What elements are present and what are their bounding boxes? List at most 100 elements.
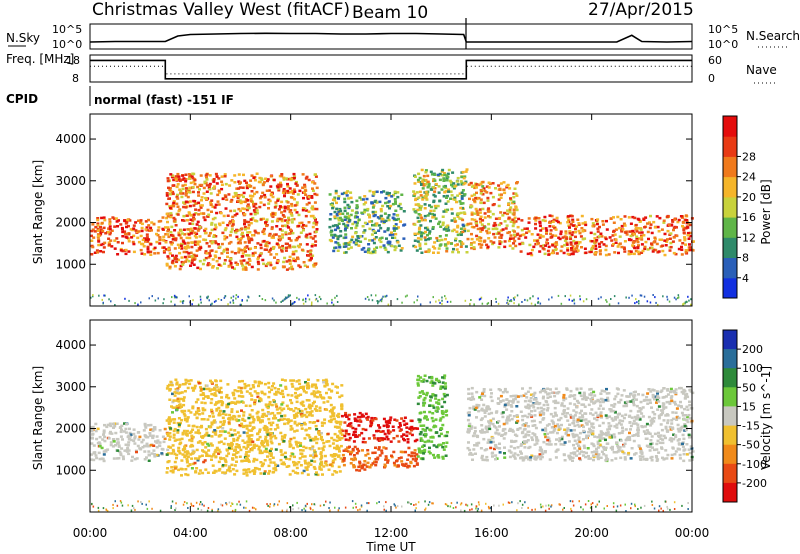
- echo-cell: [573, 298, 575, 301]
- echo-cell: [290, 382, 294, 386]
- echo-cell: [212, 471, 216, 474]
- echo-cell: [313, 182, 317, 185]
- echo-cell: [387, 218, 391, 222]
- echo-cell: [300, 471, 304, 475]
- echo-cell: [126, 218, 130, 222]
- echo-cell: [522, 233, 526, 236]
- echo-cell: [512, 211, 516, 214]
- echo-cell: [416, 216, 420, 220]
- echo-cell: [178, 383, 182, 387]
- echo-cell: [182, 240, 186, 244]
- echo-cell: [213, 386, 216, 390]
- echo-cell: [419, 437, 423, 440]
- nave-tick-high: 60: [708, 54, 722, 67]
- echo-cell: [109, 443, 113, 447]
- echo-cell: [158, 238, 162, 242]
- echo-cell: [427, 185, 431, 188]
- echo-cell: [185, 457, 189, 461]
- echo-cell: [549, 232, 553, 236]
- echo-cell: [161, 227, 165, 231]
- echo-cell: [268, 199, 272, 203]
- echo-cell: [416, 237, 420, 240]
- echo-cell: [640, 243, 644, 246]
- echo-cell: [629, 409, 633, 413]
- echo-cell: [313, 452, 317, 455]
- echo-cell: [567, 224, 571, 227]
- echo-cell: [308, 232, 312, 236]
- echo-cell: [208, 254, 212, 257]
- echo-cell: [633, 216, 637, 220]
- echo-cell: [358, 469, 362, 472]
- echo-cell: [163, 437, 167, 440]
- echo-cell: [145, 442, 149, 446]
- echo-cell: [230, 408, 234, 411]
- echo-cell: [671, 219, 675, 222]
- echo-cell: [441, 302, 443, 305]
- echo-cell: [245, 427, 249, 430]
- echo-cell: [380, 191, 383, 194]
- echo-cell: [187, 233, 191, 236]
- echo-cell: [174, 254, 178, 258]
- echo-cell: [515, 233, 519, 237]
- echo-cell: [479, 189, 483, 192]
- echo-cell: [320, 456, 324, 459]
- echo-cell: [416, 455, 420, 458]
- echo-cell: [181, 174, 185, 177]
- echo-cell: [214, 226, 218, 229]
- echo-cell: [291, 452, 295, 456]
- echo-cell: [271, 456, 275, 459]
- echo-cell: [253, 443, 256, 446]
- echo-cell: [284, 296, 287, 299]
- echo-cell: [273, 414, 277, 417]
- echo-cell: [276, 197, 280, 201]
- echo-cell: [688, 243, 691, 246]
- echo-cell: [297, 245, 301, 249]
- echo-cell: [138, 447, 142, 450]
- echo-cell: [235, 263, 239, 266]
- echo-cell: [302, 196, 305, 200]
- echo-cell: [669, 224, 673, 227]
- echo-cell: [540, 450, 544, 453]
- echo-cell: [198, 188, 201, 191]
- echo-cell: [311, 445, 315, 448]
- echo-cell: [434, 394, 438, 397]
- echo-cell: [128, 427, 131, 431]
- echo-cell: [591, 244, 595, 248]
- echo-cell: [445, 247, 449, 250]
- echo-cell: [172, 399, 176, 402]
- echo-cell: [283, 414, 287, 417]
- echo-cell: [424, 169, 428, 172]
- echo-cell: [93, 251, 97, 254]
- echo-cell: [430, 380, 434, 383]
- echo-cell: [198, 431, 202, 435]
- echo-cell: [191, 405, 195, 408]
- echo-cell: [163, 427, 167, 431]
- echo-cell: [353, 413, 357, 416]
- echo-cell: [384, 455, 388, 458]
- echo-cell: [197, 303, 200, 306]
- echo-cell: [688, 231, 692, 235]
- echo-cell: [559, 230, 563, 233]
- echo-cell: [165, 194, 169, 197]
- echo-cell: [640, 231, 644, 234]
- echo-cell: [94, 454, 98, 457]
- echo-cell: [277, 183, 281, 186]
- echo-cell: [243, 220, 247, 223]
- echo-cell: [271, 212, 275, 216]
- echo-cell: [437, 398, 441, 402]
- echo-cell: [174, 178, 178, 181]
- echo-cell: [589, 250, 593, 254]
- echo-cell: [672, 251, 676, 255]
- echo-cell: [192, 254, 196, 257]
- echo-cell: [360, 211, 364, 215]
- echo-cell: [269, 437, 273, 440]
- echo-cell: [662, 295, 664, 298]
- echo-cell: [371, 194, 375, 197]
- echo-cell: [313, 173, 317, 176]
- echo-cell: [374, 446, 377, 449]
- echo-cell: [347, 247, 351, 251]
- echo-cell: [304, 214, 308, 218]
- echo-cell: [426, 439, 430, 443]
- echo-cell: [525, 227, 529, 230]
- echo-cell: [236, 436, 240, 440]
